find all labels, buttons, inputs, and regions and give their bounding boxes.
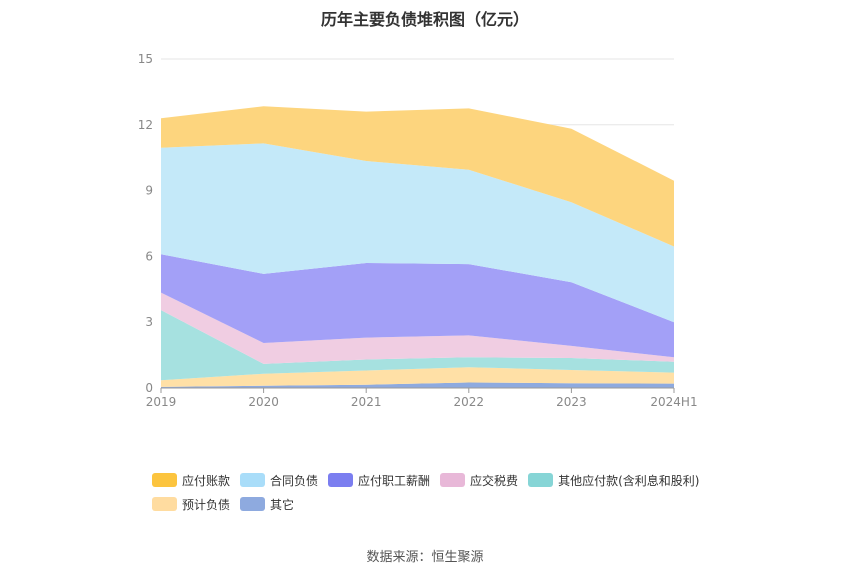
area-预计负债	[161, 367, 674, 387]
legend-swatch	[152, 497, 177, 511]
area-应交税费	[161, 292, 674, 364]
legend-item[interactable]: 应付账款	[152, 472, 230, 488]
legend-swatch	[152, 473, 177, 487]
legend-swatch	[240, 473, 266, 487]
area-series	[161, 106, 674, 388]
area-其它	[161, 382, 674, 388]
y-tick-label: 9	[145, 184, 153, 198]
legend-label: 预计负债	[182, 497, 231, 512]
x-tick-label: 2021	[351, 395, 382, 409]
legend-swatch	[440, 473, 466, 487]
x-tick-label: 2024H1	[650, 395, 697, 409]
legend-item[interactable]: 其它	[240, 496, 294, 512]
chart-title: 历年主要负债堆积图（亿元）	[320, 10, 529, 29]
y-tick-label: 12	[138, 118, 153, 132]
area-合同负债	[161, 143, 674, 323]
data-source: 数据来源：恒生聚源	[366, 550, 484, 565]
legend-item[interactable]: 合同负债	[240, 472, 318, 488]
legend-label: 应交税费	[470, 473, 519, 488]
legend-swatch	[328, 473, 354, 487]
axes: 0 3 6 9 12 15 2019 2020 2021 2022 2023 2024H1	[138, 52, 698, 409]
x-tick-label: 2023	[556, 395, 587, 409]
x-tick-label: 2022	[454, 395, 485, 409]
legend-label: 其它	[270, 497, 295, 512]
legend-swatch	[240, 497, 266, 511]
legend-label: 应付职工薪酬	[358, 473, 431, 488]
legend-label: 合同负债	[270, 473, 319, 488]
legend-item[interactable]: 其他应付款(含利息和股利)	[528, 472, 699, 488]
legend-label: 应付账款	[182, 473, 231, 488]
x-tick-label: 2019	[146, 395, 177, 409]
area-其他应付款(含利息和股利)	[161, 310, 674, 381]
y-tick-label: 15	[138, 52, 153, 66]
legend-swatch	[528, 473, 554, 487]
area-应付职工薪酬	[161, 254, 674, 358]
y-tick-label: 3	[145, 315, 153, 329]
y-tick-label: 0	[145, 381, 153, 395]
legend-item[interactable]: 预计负债	[152, 496, 230, 512]
legend-label: 其他应付款(含利息和股利)	[558, 473, 700, 488]
legend-item[interactable]: 应付职工薪酬	[328, 472, 430, 488]
chart-legend: 应付账款 合同负债 应付职工薪酬 应交税费 其他应付款(含利息和股利) 预计负债 其它	[152, 472, 732, 512]
area-应付账款	[161, 106, 674, 247]
y-tick-label: 6	[145, 249, 153, 263]
x-tick-label: 2020	[248, 395, 279, 409]
legend-item[interactable]: 应交税费	[440, 472, 518, 488]
